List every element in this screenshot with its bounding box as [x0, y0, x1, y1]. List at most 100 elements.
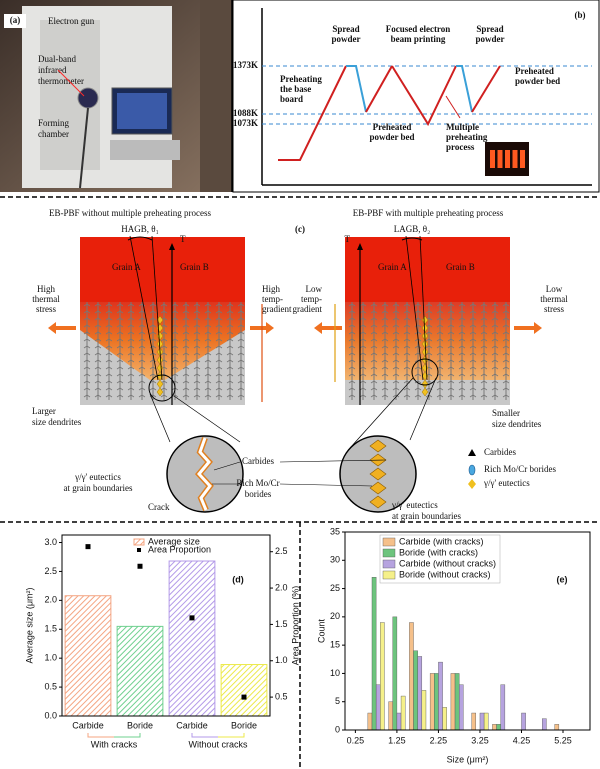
- temperature-label: 1373K: [233, 60, 258, 70]
- bar: [367, 712, 373, 731]
- dendrite-arm: [370, 366, 378, 370]
- dendrite-arm: [447, 380, 455, 384]
- dendrite-arm: [171, 373, 179, 377]
- dendrite-arm: [149, 373, 157, 377]
- x-axis-label: Size (μm²): [447, 754, 489, 764]
- plot-frame: [61, 534, 271, 717]
- dendrite-arm: [392, 303, 400, 307]
- x-tick-label: Boride: [127, 720, 153, 730]
- dendrite-arm: [403, 338, 411, 342]
- dendrite-arm: [370, 359, 378, 363]
- annotation: Spread: [476, 24, 503, 34]
- label-box: [4, 14, 26, 28]
- annotation: powder: [476, 34, 505, 44]
- dendrite-arm: [348, 324, 356, 328]
- note: γ/γ' eutectics: [74, 472, 121, 482]
- dendrite-arm: [94, 303, 102, 307]
- dendrite-arm: [215, 331, 223, 335]
- x-tick-label: 1.25: [388, 735, 406, 745]
- dendrite-arm: [359, 345, 367, 349]
- dendrite-arm: [447, 373, 455, 377]
- dendrite-arm: [171, 303, 179, 307]
- dendrite-arm: [127, 324, 135, 328]
- dendrite-arm: [83, 352, 91, 356]
- dendrite-arm: [392, 373, 400, 377]
- bar: [413, 650, 418, 731]
- dendrite-arm: [436, 310, 444, 314]
- dendrite-arm: [226, 324, 234, 328]
- dendrite-arm: [204, 387, 212, 391]
- dendrite-arm: [138, 345, 146, 349]
- dendrite-arm: [502, 331, 510, 335]
- dendrite-arm: [348, 331, 356, 335]
- dendrite-arm: [138, 352, 146, 356]
- dendrite-arm: [447, 338, 455, 342]
- panel-label: (a): [10, 15, 21, 25]
- legend-label: Carbide (without cracks): [399, 558, 496, 568]
- dendrite-arm: [226, 373, 234, 377]
- dendrite-arm: [403, 310, 411, 314]
- annotation: Forming: [38, 118, 70, 128]
- dendrite-arm: [182, 310, 190, 314]
- dendrite-arm: [94, 387, 102, 391]
- legend-swatch: [382, 537, 396, 547]
- dendrite-arm: [127, 394, 135, 398]
- dendrite-arm: [359, 373, 367, 377]
- dendrite-arm: [105, 380, 113, 384]
- dendrite-arm: [127, 303, 135, 307]
- dendrite-arm: [480, 366, 488, 370]
- dendrite-arm: [94, 366, 102, 370]
- dendrite-arm: [127, 310, 135, 314]
- dendrite-arm: [381, 338, 389, 342]
- dendrite-arm: [237, 310, 245, 314]
- dendrite-arm: [149, 324, 157, 328]
- dendrite-arm: [480, 317, 488, 321]
- dendrite-arm: [171, 324, 179, 328]
- dendrite-arm: [160, 352, 168, 356]
- dendrite-arm: [392, 394, 400, 398]
- dendrite-arm: [458, 317, 466, 321]
- y-tick-label: 25: [330, 583, 340, 593]
- annotation: thermometer: [38, 76, 84, 86]
- panel-label: (e): [557, 574, 568, 584]
- x-tick-label: 2.25: [430, 735, 448, 745]
- note: temp-: [301, 294, 322, 304]
- dendrite-arm: [469, 303, 477, 307]
- dendrite-arm: [348, 359, 356, 363]
- dendrite-arm: [105, 338, 113, 342]
- note: size dendrites: [32, 417, 82, 427]
- dendrite-arm: [193, 366, 201, 370]
- y2-tick-label: 2.0: [275, 582, 288, 592]
- annotation: Focused electron: [386, 24, 451, 34]
- dendrite-arm: [204, 359, 212, 363]
- dendrite-arm: [502, 380, 510, 384]
- bar: [429, 673, 435, 731]
- legend-label: γ/γ' eutectics: [483, 478, 530, 488]
- dendrite-arm: [138, 317, 146, 321]
- dendrite-arm: [381, 366, 389, 370]
- dendrite-arm: [425, 310, 433, 314]
- dendrite-arm: [105, 394, 113, 398]
- dendrite-arm: [116, 359, 124, 363]
- profile: [456, 65, 473, 113]
- annotation: chamber: [38, 129, 69, 139]
- note: thermal: [32, 294, 60, 304]
- dendrite-arm: [83, 359, 91, 363]
- dendrite-arm: [182, 303, 190, 307]
- bar: [220, 664, 268, 717]
- dendrite-arm: [182, 331, 190, 335]
- dendrite-arm: [127, 359, 135, 363]
- dendrite-arm: [480, 303, 488, 307]
- bar: [442, 707, 447, 731]
- bar: [450, 673, 456, 731]
- grain-boundary: [151, 235, 163, 381]
- bar: [434, 673, 439, 731]
- note: at grain boundaries: [64, 483, 133, 493]
- panel-label: (b): [575, 10, 586, 20]
- dendrite-arm: [116, 324, 124, 328]
- dendrite-arm: [215, 338, 223, 342]
- pointer: [279, 483, 373, 487]
- zoom-line: [349, 377, 414, 449]
- dendrite-arm: [83, 373, 91, 377]
